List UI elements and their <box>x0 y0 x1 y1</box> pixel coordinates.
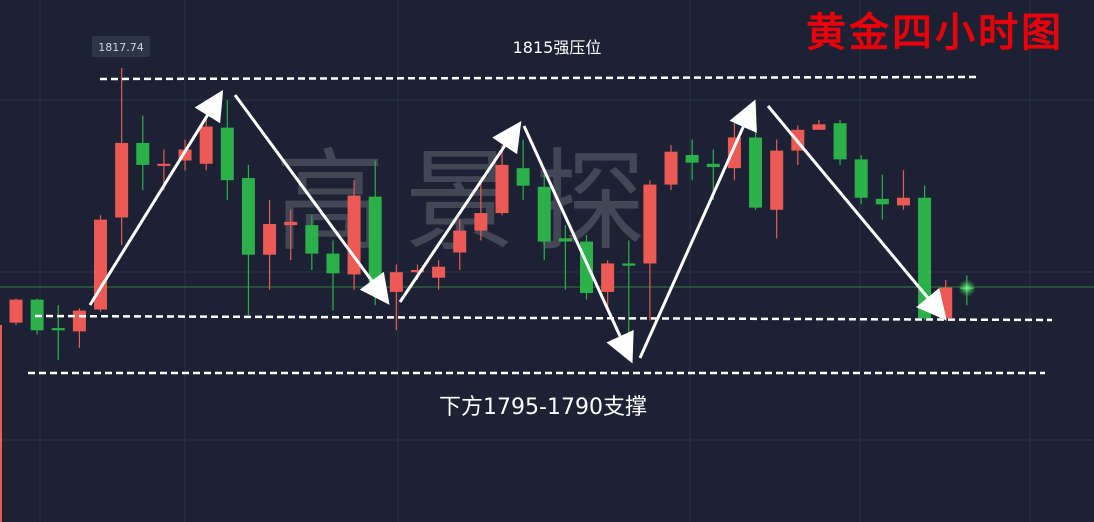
chart-title: 黄金四小时图 <box>806 9 1064 56</box>
candle-body <box>9 299 23 323</box>
candle-body <box>178 149 192 161</box>
candle-body <box>812 124 826 130</box>
candle-body <box>305 225 319 254</box>
candle-body <box>94 219 108 310</box>
candle-body <box>727 137 741 169</box>
candle-body <box>368 196 382 290</box>
candle-body <box>516 168 530 186</box>
candle-body <box>537 186 551 242</box>
candle-body <box>749 137 763 208</box>
candle-body <box>241 178 255 255</box>
candle-body <box>643 184 657 264</box>
candle-body <box>410 270 424 273</box>
candle-body <box>558 238 572 242</box>
price-label-box <box>92 36 150 57</box>
candle-body <box>263 224 277 255</box>
candle-body <box>326 253 340 274</box>
support-annotation: 下方1795-1790支撑 <box>439 395 647 420</box>
candle-body <box>495 164 509 214</box>
candle-body <box>284 221 298 226</box>
candle-body <box>453 230 467 253</box>
candle-body <box>685 155 699 163</box>
candle-body <box>72 310 86 332</box>
candle-body <box>136 142 150 165</box>
candle-body <box>474 213 488 231</box>
candle-body <box>896 197 910 206</box>
candle-body <box>432 266 446 278</box>
resistance-annotation: 1815强压位 <box>513 38 602 57</box>
high-price-label: 1817.74 <box>98 41 144 54</box>
candle-body <box>601 263 615 292</box>
candle-body <box>664 151 678 185</box>
candle-body <box>875 198 889 205</box>
candle-body <box>770 150 784 210</box>
candle-body <box>115 142 129 218</box>
candle-body <box>157 163 171 166</box>
candle-body <box>706 163 720 168</box>
candle-body <box>833 123 847 160</box>
level-lines <box>28 75 1053 375</box>
arrows <box>88 89 947 364</box>
candle-body <box>389 272 403 292</box>
candle-body <box>854 159 868 198</box>
candle-body <box>51 328 65 331</box>
candle-body <box>199 126 213 164</box>
candle-body <box>622 263 636 266</box>
candle-body <box>220 127 234 181</box>
current-price-glow <box>958 279 976 297</box>
